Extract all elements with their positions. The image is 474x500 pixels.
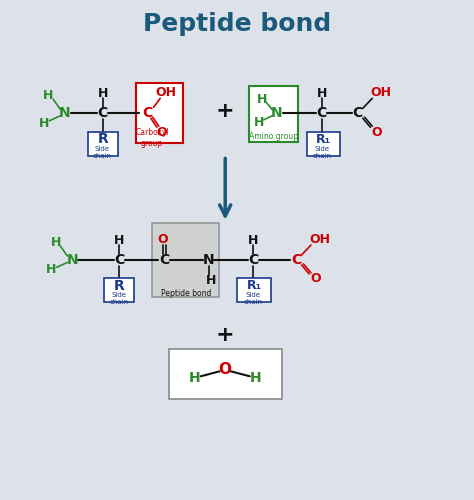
Text: O: O [372,126,382,138]
Text: Side
chain: Side chain [109,292,129,305]
Text: +: + [216,101,235,121]
Text: Side
chain: Side chain [244,292,263,305]
Text: R: R [97,132,108,146]
Text: OH: OH [370,86,391,99]
Bar [237,278,271,302]
Text: H: H [206,274,216,287]
Text: H: H [248,234,259,246]
Text: Peptide bond: Peptide bond [161,290,211,298]
Text: H: H [250,372,262,386]
Text: H: H [114,234,124,246]
Text: Amino group: Amino group [249,132,298,141]
Text: C: C [98,106,108,120]
Text: C: C [159,253,169,267]
Text: C: C [248,253,259,267]
Text: H: H [98,87,108,100]
Bar [104,278,134,302]
Text: H: H [43,90,54,102]
Bar [152,222,219,297]
Text: N: N [59,106,71,120]
Text: H: H [189,372,201,386]
Text: N: N [203,253,215,267]
Text: O: O [156,126,167,138]
Text: C: C [142,106,153,120]
Text: H: H [317,87,327,100]
Text: H: H [38,116,49,130]
Text: Side
chain: Side chain [312,146,331,158]
Text: H: H [50,236,61,249]
Bar [88,132,118,156]
Text: OH: OH [309,232,330,245]
Text: R: R [114,279,125,293]
Text: N: N [66,253,78,267]
Text: OH: OH [156,86,177,99]
Text: C: C [291,253,301,267]
Text: Peptide bond: Peptide bond [143,12,331,36]
Text: +: + [216,324,235,344]
Text: O: O [158,232,168,245]
Text: C: C [317,106,327,120]
Text: R₁: R₁ [316,132,331,145]
Text: R₁: R₁ [247,280,263,292]
Bar [169,350,282,399]
Text: C: C [352,106,362,120]
Text: Carboxyl
group: Carboxyl group [135,128,169,148]
Bar [136,84,183,143]
Text: O: O [310,272,321,285]
Text: H: H [46,264,56,276]
Bar [307,132,340,156]
Text: C: C [114,253,124,267]
Text: O: O [219,362,232,377]
Text: H: H [254,116,264,128]
Text: Side
chain: Side chain [93,146,112,158]
Text: N: N [271,106,283,120]
Text: H: H [257,93,267,106]
Bar [249,86,298,142]
